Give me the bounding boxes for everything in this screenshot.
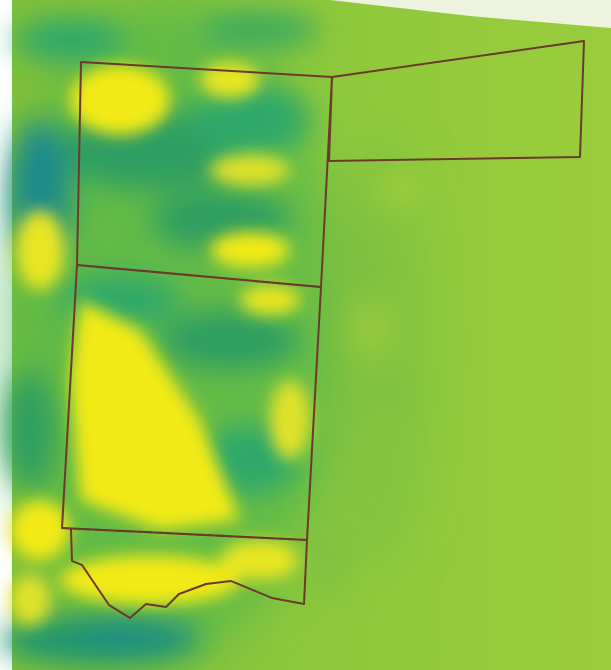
parcel-boundaries [61, 40, 585, 619]
raster-nodata-corner [330, 0, 611, 28]
raster-right-tones [305, 175, 420, 600]
raster-teal-patches [0, 12, 320, 665]
raster-yellow-patches [10, 62, 310, 625]
parcel-south[interactable] [61, 527, 308, 619]
parcel-northeast[interactable] [328, 40, 585, 162]
